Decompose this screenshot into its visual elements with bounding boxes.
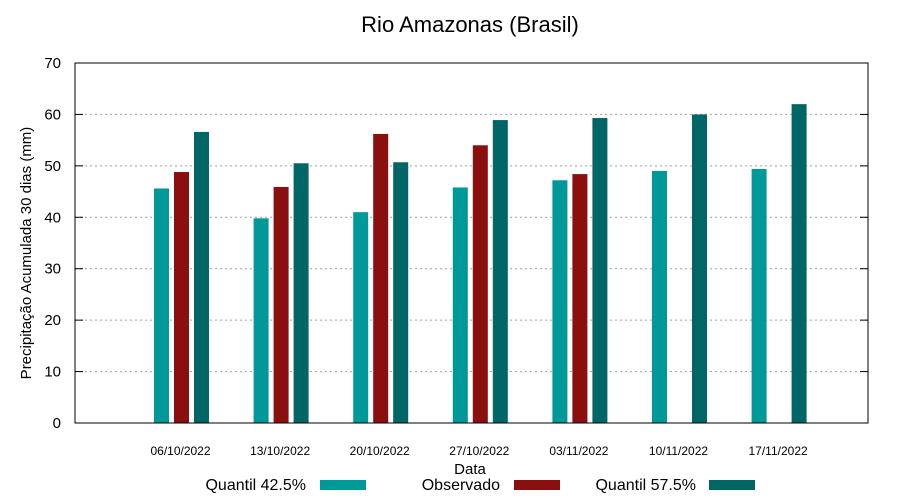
grid-lines — [75, 113, 868, 373]
bar-quantil-57-5 — [293, 163, 309, 424]
bar-observado — [174, 172, 189, 423]
legend-swatch-observado — [514, 480, 560, 490]
x-tick-label: 13/10/2022 — [250, 444, 310, 458]
y-tick-label: 20 — [44, 312, 61, 329]
bar-quantil-42-5 — [751, 168, 767, 423]
y-tick-label: 60 — [44, 106, 61, 123]
bar-quantil-42-5 — [552, 180, 568, 423]
x-tick-label: 17/11/2022 — [749, 444, 808, 458]
bar-observado — [572, 174, 588, 423]
y-tick-label: 30 — [44, 261, 61, 278]
bar-quantil-57-5 — [492, 120, 508, 423]
bar-quantil-57-5 — [592, 118, 608, 424]
y-tick-label: 10 — [44, 364, 61, 381]
x-tick-label: 20/10/2022 — [350, 444, 410, 458]
bar-quantil-42-5 — [452, 187, 468, 423]
y-tick-label: 0 — [53, 415, 61, 432]
bar-quantil-42-5 — [652, 171, 667, 423]
y-tick-label: 40 — [44, 209, 61, 226]
x-tick-label: 06/10/2022 — [150, 444, 210, 458]
bars — [154, 104, 807, 424]
legend-swatch-quantil-42-5 — [320, 480, 366, 490]
bar-quantil-42-5 — [154, 188, 169, 423]
x-tick-label: 27/10/2022 — [449, 444, 509, 458]
legend-label-observado: Observado — [422, 477, 500, 494]
plot-frame — [74, 62, 869, 424]
bar-quantil-42-5 — [253, 218, 269, 423]
y-tick-label: 50 — [44, 158, 61, 175]
bar-quantil-57-5 — [194, 131, 209, 423]
x-tick-label: 10/11/2022 — [649, 444, 708, 458]
x-tick-label: 03/11/2022 — [549, 444, 608, 458]
bar-observado — [273, 186, 289, 423]
legend-swatch-quantil-57-5 — [709, 480, 755, 490]
y-axis-label: Precipitação Acumulada 30 dias (mm) — [18, 127, 35, 380]
chart-title: Rio Amazonas (Brasil) — [361, 12, 579, 37]
bar-quantil-57-5 — [692, 114, 707, 423]
y-axis-ticks: 0 10 20 30 40 50 60 70 — [44, 55, 868, 432]
legend: Quantil 42.5% Observado Quantil 57.5% — [205, 477, 755, 494]
legend-label-quantil-42-5: Quantil 42.5% — [205, 477, 306, 494]
bar-quantil-57-5 — [791, 104, 807, 424]
y-tick-label: 70 — [44, 55, 61, 72]
bar-quantil-57-5 — [393, 162, 409, 423]
legend-label-quantil-57-5: Quantil 57.5% — [595, 477, 696, 494]
bar-observado — [373, 133, 389, 423]
x-axis-label: Data — [454, 461, 486, 478]
bar-quantil-42-5 — [353, 212, 369, 423]
bar-observado — [472, 145, 488, 424]
x-axis-ticks: 06/10/2022 13/10/2022 20/10/2022 27/10/2022… — [150, 444, 808, 458]
